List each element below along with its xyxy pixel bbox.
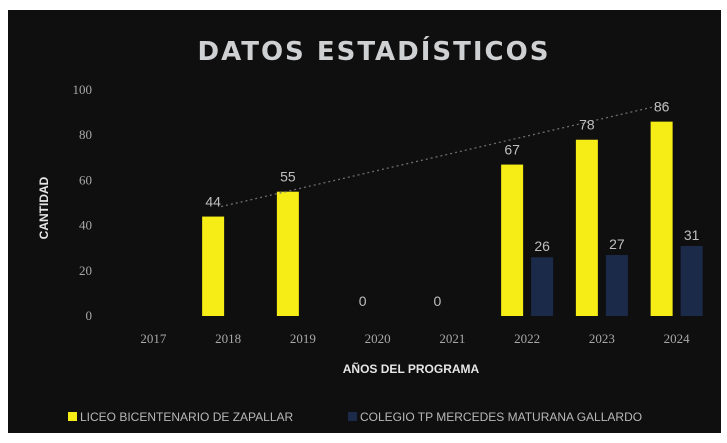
y-tick-label: 80 [79,127,92,142]
data-label-colegio: 26 [534,238,550,254]
bar-colegio [605,254,628,316]
trendline-path [220,103,668,208]
data-labels: 44 55 0 0 67 26 78 27 86 31 [205,99,699,309]
x-axis-ticks: 2017 2018 2019 2020 2021 2022 2023 2024 [140,331,690,346]
legend-label-colegio: COLEGIO TP MERCEDES MATURANA GALLARDO [360,410,642,424]
x-tick-label: 2018 [215,331,241,346]
y-tick-label: 0 [86,308,93,323]
x-tick-label: 2017 [140,331,167,346]
y-axis-ticks: 0 20 40 60 80 100 [73,82,93,323]
y-tick-label: 20 [79,263,92,278]
bar-liceo [501,164,524,316]
chart-title: DATOS ESTADÍSTICOS [198,35,551,67]
data-label-liceo: 0 [359,293,367,309]
legend-swatch-liceo [68,412,77,421]
data-label-liceo: 67 [504,142,520,158]
x-tick-label: 2024 [664,331,691,346]
bar-chart: DATOS ESTADÍSTICOS CANTIDAD AÑOS DEL PRO… [37,35,703,424]
y-axis-title: CANTIDAD [37,176,51,239]
bar-colegio [531,257,554,316]
bar-liceo [276,191,299,316]
data-label-liceo: 0 [433,293,441,309]
chart-panel: DATOS ESTADÍSTICOS CANTIDAD AÑOS DEL PRO… [8,10,721,433]
data-label-liceo: 44 [205,194,221,210]
data-label-liceo: 55 [280,169,296,185]
legend-swatch-colegio [348,412,357,421]
x-axis-title: AÑOS DEL PROGRAMA [343,361,480,376]
bar-liceo [650,121,673,316]
y-tick-label: 100 [73,82,93,97]
y-tick-label: 40 [79,218,92,233]
y-tick-label: 60 [79,172,92,187]
x-tick-label: 2019 [290,331,316,346]
bar-liceo [575,139,598,316]
x-tick-label: 2022 [514,331,540,346]
data-label-colegio: 27 [609,236,625,252]
bar-series [202,121,703,316]
data-label-colegio: 31 [684,227,700,243]
legend: LICEO BICENTENARIO DE ZAPALLAR COLEGIO TP… [68,410,642,424]
data-label-liceo: 86 [654,99,670,115]
x-tick-label: 2020 [365,331,391,346]
trendline [220,103,668,208]
bar-colegio [680,245,703,316]
data-label-liceo: 78 [579,117,595,133]
legend-label-liceo: LICEO BICENTENARIO DE ZAPALLAR [80,410,293,424]
x-tick-label: 2021 [439,331,465,346]
bar-liceo [202,216,225,316]
x-tick-label: 2023 [589,331,615,346]
